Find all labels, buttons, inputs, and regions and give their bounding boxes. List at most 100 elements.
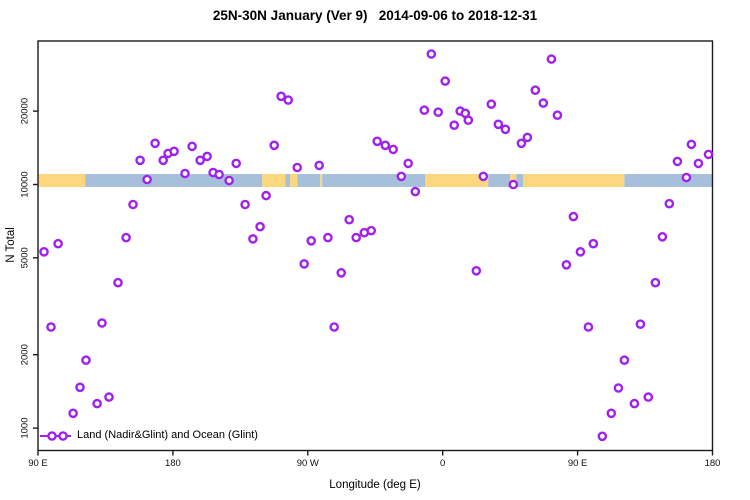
data-point <box>240 199 250 210</box>
data-point <box>546 54 557 64</box>
map-strip-ocean-segment <box>297 174 321 187</box>
y-tick-label: 2000 <box>20 344 31 365</box>
data-point <box>135 155 145 166</box>
map-strip-land-segment <box>425 174 489 187</box>
data-point <box>388 144 399 155</box>
data-point <box>231 158 241 169</box>
data-point <box>180 168 190 179</box>
data-point <box>686 139 697 150</box>
data-point <box>306 235 317 246</box>
data-point <box>449 120 460 130</box>
data-point <box>366 225 377 236</box>
data-point <box>588 238 599 249</box>
data-point <box>68 408 78 419</box>
y-tick-label: 1000 <box>20 418 31 439</box>
data-point <box>530 85 541 95</box>
legend-label: Land (Nadir&Glint) and Ocean (Glint) <box>77 429 258 441</box>
data-point <box>396 171 407 182</box>
data-point <box>693 158 704 169</box>
map-strip-ocean-segment <box>322 174 426 187</box>
data-point <box>329 322 340 332</box>
data-point <box>46 322 56 332</box>
data-point <box>351 232 362 243</box>
data-point <box>643 392 654 402</box>
data-point <box>214 169 224 180</box>
data-point <box>522 132 533 143</box>
map-strip-ocean-segment <box>85 174 263 187</box>
data-point <box>344 214 355 225</box>
chart-title: 25N-30N January (Ver 9) 2014-09-06 to 20… <box>212 8 538 23</box>
data-point <box>619 355 630 366</box>
data-point <box>380 140 391 151</box>
map-strip-ocean-segment <box>516 174 524 187</box>
data-point <box>104 392 114 402</box>
data-point <box>681 172 692 183</box>
data-point <box>224 175 234 186</box>
data-point <box>75 382 85 393</box>
data-point <box>169 146 179 157</box>
data-point <box>493 119 504 130</box>
data-point <box>410 186 421 197</box>
data-point <box>650 277 661 288</box>
data-point <box>613 383 624 393</box>
data-point <box>486 99 497 109</box>
map-strip-ocean-segment <box>285 174 291 187</box>
map-strip-land-segment <box>262 174 286 187</box>
x-tick-label: 90 W <box>297 458 319 469</box>
data-point <box>128 199 138 210</box>
y-tick-label: 20000 <box>20 98 31 124</box>
data-point <box>372 136 383 147</box>
data-point <box>629 398 640 409</box>
x-tick-label: 180 <box>165 458 181 469</box>
data-point <box>202 151 212 162</box>
data-point <box>561 259 572 270</box>
map-strip-land-segment <box>523 174 625 187</box>
data-point <box>552 110 563 120</box>
data-point <box>113 277 123 288</box>
map-strip-ocean-segment <box>488 174 511 187</box>
data-point <box>39 246 49 257</box>
data-point <box>703 149 714 160</box>
map-strip-ocean-segment <box>624 174 713 187</box>
data-point <box>283 95 294 105</box>
data-point <box>158 155 168 166</box>
x-tick-label: 90 E <box>568 458 588 469</box>
data-point <box>426 49 437 59</box>
data-point <box>508 179 519 190</box>
data-point <box>463 115 474 125</box>
map-strip-land-segment <box>290 174 298 187</box>
data-point <box>314 160 325 171</box>
data-point <box>97 318 107 328</box>
data-point <box>150 138 160 149</box>
data-point <box>292 162 303 173</box>
data-point <box>500 124 511 135</box>
data-point <box>255 221 265 232</box>
x-tick-label: 0 <box>440 458 445 469</box>
data-point <box>142 174 152 185</box>
y-tick-label: 10000 <box>20 171 31 197</box>
data-point <box>323 232 333 243</box>
data-point <box>597 431 608 442</box>
data-point <box>568 211 579 222</box>
data-point <box>92 398 102 409</box>
data-point <box>195 155 205 166</box>
data-point <box>403 158 414 169</box>
data-point <box>276 91 286 102</box>
data-point <box>478 171 489 182</box>
x-tick-label: 90 E <box>28 458 48 469</box>
data-point <box>672 156 683 167</box>
data-point <box>248 234 258 244</box>
data-point <box>575 246 586 257</box>
legend-marker-circle <box>58 431 68 441</box>
data-point <box>657 231 668 242</box>
y-tick-label: 5000 <box>20 247 31 268</box>
map-strip-land-segment <box>320 174 323 187</box>
data-point <box>81 355 91 366</box>
data-point <box>516 138 527 149</box>
map-strip-land-segment <box>38 174 86 187</box>
data-point <box>664 198 675 209</box>
data-point <box>471 265 482 276</box>
plot-box <box>37 40 714 452</box>
data-point <box>187 141 197 152</box>
